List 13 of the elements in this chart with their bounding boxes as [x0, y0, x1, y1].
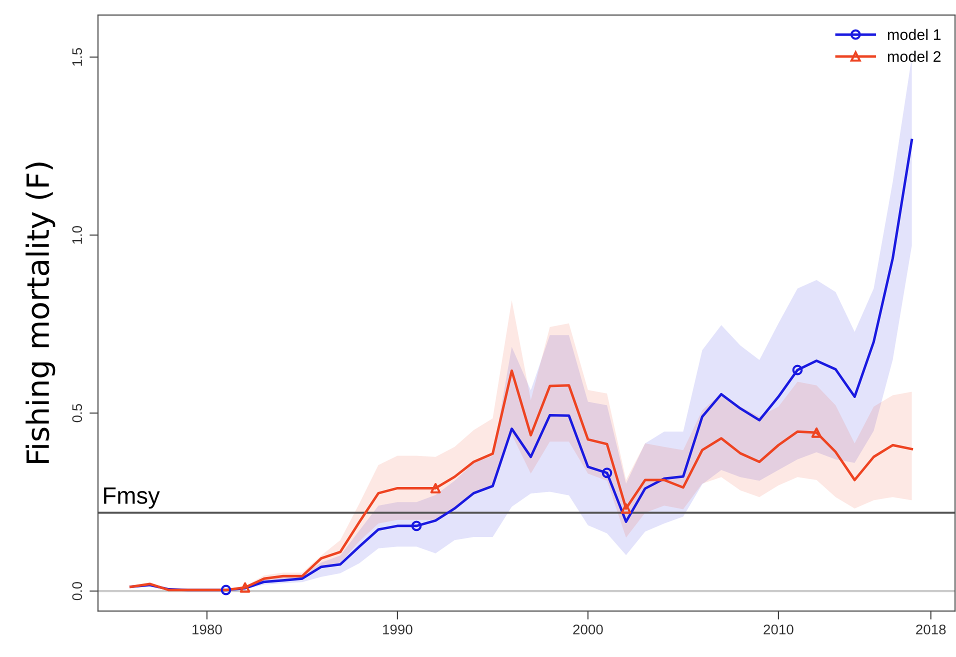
x-tick-label: 1980 — [192, 624, 222, 634]
x-tick-label: 2018 — [916, 624, 946, 634]
x-tick-label: 2010 — [764, 624, 794, 634]
y-tick-label: 0.5 — [72, 404, 82, 422]
y-tick-label: 1.5 — [72, 48, 82, 66]
x-tick-label: 2000 — [573, 624, 603, 634]
ref-line-label: Fmsy — [104, 487, 160, 509]
x-tick-label: 1990 — [383, 624, 412, 634]
legend-label: model 2 — [888, 50, 941, 62]
y-axis-title: Fishing mortality (F) — [26, 162, 56, 464]
y-tick-label: 0.0 — [72, 582, 82, 600]
y-tick-label: 1.0 — [72, 226, 82, 244]
legend-label: model 1 — [888, 28, 941, 40]
